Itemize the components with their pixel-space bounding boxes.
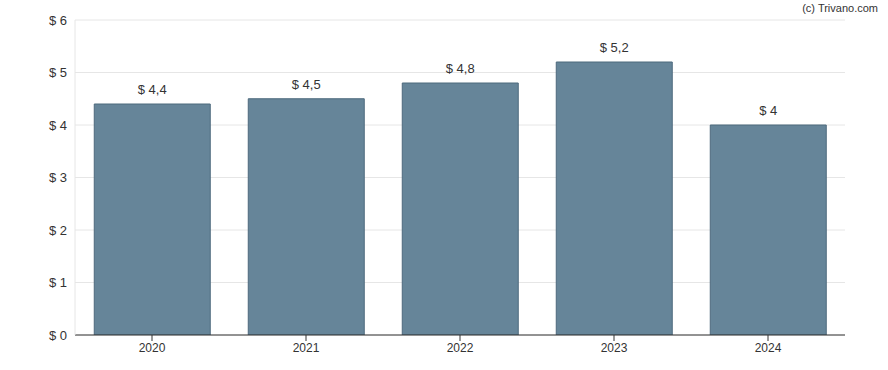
svg-text:$ 4: $ 4 (759, 103, 777, 118)
svg-text:$ 4,4: $ 4,4 (138, 82, 167, 97)
svg-text:2022: 2022 (447, 341, 474, 355)
svg-text:$ 5: $ 5 (49, 65, 67, 80)
svg-text:$ 3: $ 3 (49, 170, 67, 185)
svg-text:$ 4,5: $ 4,5 (292, 77, 321, 92)
svg-text:2021: 2021 (293, 341, 320, 355)
svg-text:2024: 2024 (755, 341, 782, 355)
svg-text:2023: 2023 (601, 341, 628, 355)
svg-text:$ 6: $ 6 (49, 13, 67, 28)
svg-text:$ 4,8: $ 4,8 (446, 61, 475, 76)
svg-text:$ 2: $ 2 (49, 223, 67, 238)
svg-text:$ 1: $ 1 (49, 275, 67, 290)
svg-text:$ 5,2: $ 5,2 (600, 40, 629, 55)
html-text:(c) Trivano.com: (c) Trivano.com (802, 2, 878, 14)
svg-text:2020: 2020 (139, 341, 166, 355)
svg-text:$ 0: $ 0 (49, 328, 67, 343)
svg-text:$ 4: $ 4 (49, 118, 67, 133)
